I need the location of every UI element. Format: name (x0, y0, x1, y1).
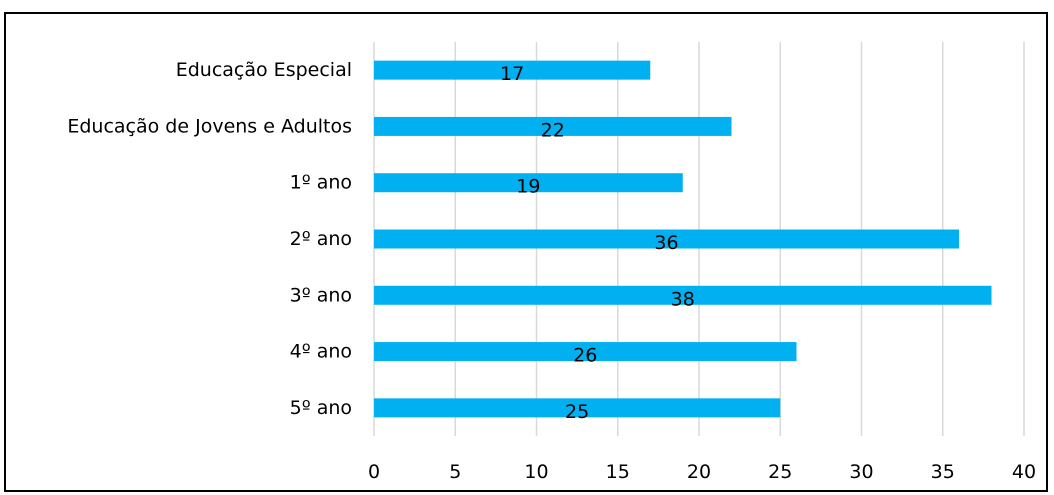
x-tick-label: 30 (849, 461, 873, 483)
category-label: Educação de Jovens e Adultos (67, 115, 352, 137)
x-tick-label: 35 (931, 461, 955, 483)
category-label: 1º ano (290, 172, 352, 194)
bar (374, 116, 732, 136)
bar (374, 285, 992, 305)
bar (374, 342, 797, 362)
bar-value-label: 36 (654, 232, 678, 254)
x-tick-label: 40 (1012, 461, 1036, 483)
x-tick-label: 10 (524, 461, 548, 483)
x-tick-label: 20 (687, 461, 711, 483)
x-tick-label: 25 (768, 461, 792, 483)
bar-value-label: 17 (500, 63, 524, 85)
category-label: Educação Especial (176, 59, 352, 81)
bar-value-label: 38 (671, 288, 695, 310)
x-tick-label: 15 (606, 461, 630, 483)
bar-value-label: 25 (565, 401, 589, 423)
category-label: 4º ano (290, 341, 352, 363)
category-labels: Educação Especial Educação de Jovens e Ad… (67, 59, 352, 419)
category-label: 2º ano (290, 228, 352, 250)
x-tick-label: 0 (368, 461, 380, 483)
bars (374, 60, 992, 418)
bar (374, 398, 781, 418)
bar-value-label: 19 (516, 176, 540, 198)
chart-frame: 17 22 19 36 38 26 25 Educação Especial Educação… (4, 12, 1048, 492)
category-label: 3º ano (290, 284, 352, 306)
x-tick-label: 5 (449, 461, 461, 483)
bar-value-label: 22 (541, 119, 565, 141)
bar (374, 173, 683, 193)
bar-value-label: 26 (573, 345, 597, 367)
bar (374, 229, 959, 249)
bar (374, 60, 651, 80)
data-labels: 17 22 19 36 38 26 25 (500, 63, 695, 423)
category-label: 5º ano (290, 397, 352, 419)
x-axis-tick-labels: 0 5 10 15 20 25 30 35 40 (368, 461, 1036, 483)
